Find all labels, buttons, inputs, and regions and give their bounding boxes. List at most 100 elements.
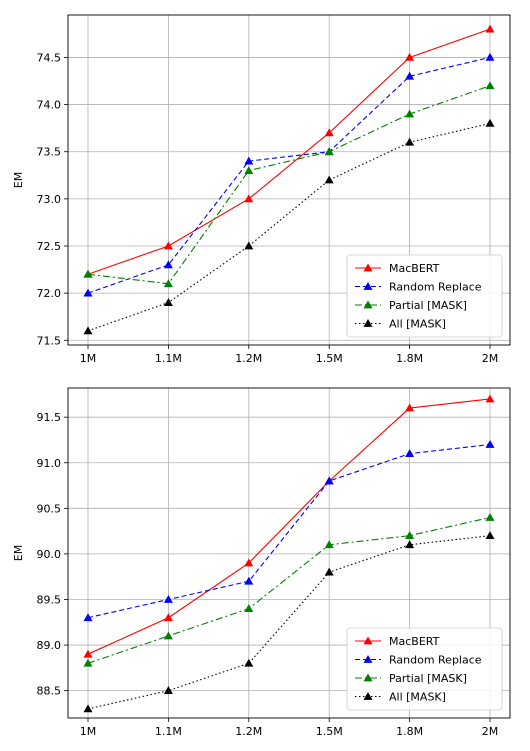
legend-marker [363, 655, 373, 663]
y-tick-label: 74.0 [37, 99, 62, 112]
y-tick-label: 89.5 [37, 593, 62, 606]
y-tick-label: 71.5 [37, 334, 62, 347]
legend: MacBERT Random Replace Partial [MASK] All [… [346, 627, 503, 711]
series-all-mask [83, 118, 495, 335]
x-tick-label: 1.1M [155, 725, 182, 738]
data-point [485, 24, 495, 33]
series-line [87, 535, 491, 710]
x-tick-label: 2M [482, 352, 499, 365]
data-point [163, 631, 173, 640]
series-partial-mask [83, 81, 495, 288]
data-point [324, 567, 334, 576]
data-point [405, 52, 415, 61]
data-point [324, 540, 334, 549]
data-point [244, 604, 254, 612]
y-tick-label: 72.0 [37, 287, 62, 300]
y-tick-label: 91.0 [37, 457, 62, 470]
legend: MacBERT Random Replace Partial [MASK] All [… [346, 254, 503, 338]
legend-label: All [MASK] [389, 691, 446, 704]
data-point [83, 288, 93, 297]
data-point [163, 279, 173, 288]
y-tick-label: 89.0 [37, 639, 62, 652]
data-point [405, 71, 415, 80]
data-point [83, 658, 93, 667]
data-point [405, 109, 415, 118]
data-point [485, 52, 495, 61]
series-macbert [83, 394, 495, 658]
legend-marker [363, 263, 373, 272]
series-all-mask [83, 531, 495, 713]
y-tick-label: 90.5 [37, 502, 62, 515]
legend-marker [363, 673, 373, 682]
data-point [324, 175, 334, 184]
data-point [244, 166, 254, 174]
data-point [485, 531, 495, 540]
legend-label: Random Replace [389, 281, 482, 294]
legend-label: Partial [MASK] [389, 672, 467, 685]
data-point [163, 298, 173, 306]
data-point [244, 241, 254, 250]
x-tick-label: 1.8M [396, 352, 423, 365]
data-point [485, 512, 495, 521]
y-tick-label: 73.0 [37, 193, 62, 206]
data-point [163, 260, 173, 269]
series-line [87, 443, 491, 619]
data-point [405, 531, 415, 540]
data-point [244, 156, 254, 165]
data-point [83, 704, 93, 713]
y-tick-label: 72.5 [37, 240, 62, 253]
data-point [244, 576, 254, 585]
chart-panel-2: 1M 1.1M 1.2M 1.5M 1.8M 2M 88.5 89.0 89.5 90.0 90.5… [12, 387, 511, 738]
data-point [83, 649, 93, 658]
data-point [83, 613, 93, 622]
legend-marker [363, 300, 373, 309]
y-tick-label: 91.5 [37, 411, 62, 424]
legend-label: MacBERT [389, 262, 440, 275]
x-tick-label: 1.8M [396, 725, 423, 738]
grid-lines [68, 15, 510, 345]
x-tick-label: 1.1M [155, 352, 182, 365]
series-partial-mask [83, 512, 495, 667]
y-tick-label: 73.5 [37, 146, 62, 159]
data-point [324, 128, 334, 137]
data-point [163, 594, 173, 603]
x-tick-label: 1M [80, 352, 97, 365]
data-point [163, 613, 173, 622]
data-point [244, 194, 254, 203]
data-point [83, 269, 93, 278]
data-point [324, 476, 334, 485]
x-tick-label: 1.2M [235, 725, 262, 738]
x-tick-label: 2M [482, 725, 499, 738]
data-point [405, 137, 415, 146]
data-point [244, 558, 254, 567]
x-tick-label: 1.5M [316, 352, 343, 365]
y-tick-label: 74.5 [37, 51, 62, 64]
x-tick-label: 1.5M [316, 725, 343, 738]
data-point [324, 147, 334, 156]
series-line [87, 398, 491, 655]
data-point [485, 394, 495, 403]
legend-marker [363, 319, 373, 327]
data-point [405, 403, 415, 412]
chart-panel-1: 1M 1.1M 1.2M 1.5M 1.8M 2M 71.5 72.0 72.5 73.0 73.5… [12, 14, 511, 365]
data-point [485, 81, 495, 90]
data-point [405, 540, 415, 549]
series-random-replace [83, 440, 495, 622]
series-line [87, 56, 491, 294]
series-macbert [83, 24, 495, 278]
data-point [485, 118, 495, 127]
legend-label: Partial [MASK] [389, 299, 467, 312]
series-line [87, 516, 491, 664]
y-axis-label: EM [12, 172, 25, 188]
plot-frame [67, 14, 511, 346]
data-point [163, 686, 173, 695]
series-line [87, 28, 491, 275]
plot-frame [67, 387, 511, 719]
legend-label: All [MASK] [389, 318, 446, 331]
x-tick-label: 1.2M [235, 352, 262, 365]
legend-label: MacBERT [389, 635, 440, 648]
legend-marker [363, 282, 373, 290]
data-point [485, 440, 495, 448]
series-line [87, 85, 491, 285]
